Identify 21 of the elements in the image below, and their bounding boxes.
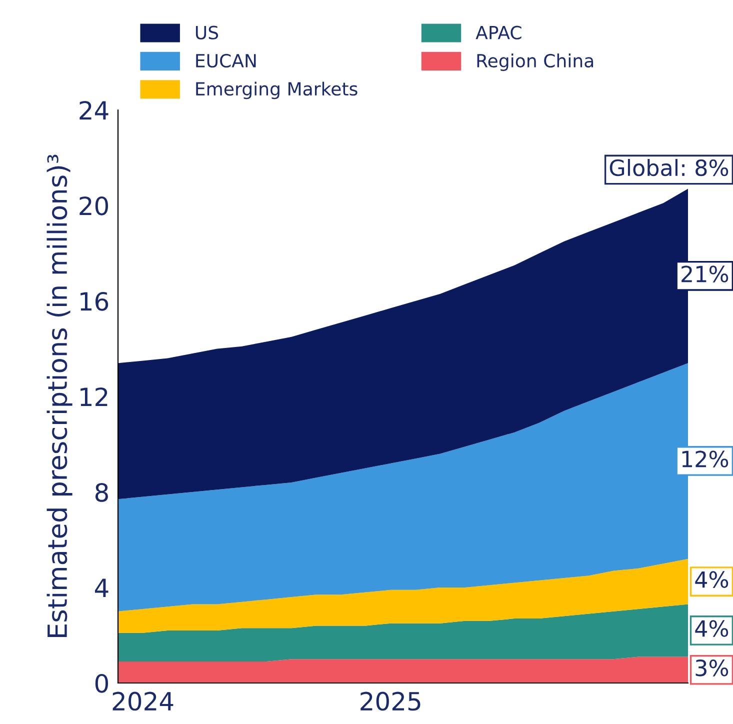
y-tick-label: 4: [94, 578, 108, 597]
annotation: 12%: [682, 450, 728, 468]
y-tick-label: 24: [80, 100, 108, 120]
annotation: 21%: [682, 266, 728, 282]
legend-label: US: [196, 26, 218, 40]
y-tick-label: 20: [80, 196, 108, 216]
y-axis-title: Estimated prescriptions (in millions)³: [46, 154, 72, 637]
legend-label: Region China: [477, 54, 594, 72]
x-tick-label: 2025: [360, 692, 420, 711]
text: 3%: [696, 660, 728, 676]
y-tick-label: 16: [80, 292, 108, 311]
text: 4%: [695, 571, 728, 588]
y-tick-label: 8: [95, 482, 108, 502]
legend-label: EUCAN: [196, 54, 256, 68]
x-tick-label: 2024: [112, 692, 174, 711]
legend-label: APAC: [476, 26, 522, 40]
y-tick-label: 0: [95, 674, 108, 693]
y-tick-label: 12: [80, 387, 108, 406]
text: 4%: [695, 620, 728, 637]
legend-label: Emerging Markets: [196, 82, 358, 100]
annotation: Global: 8%: [610, 158, 728, 176]
